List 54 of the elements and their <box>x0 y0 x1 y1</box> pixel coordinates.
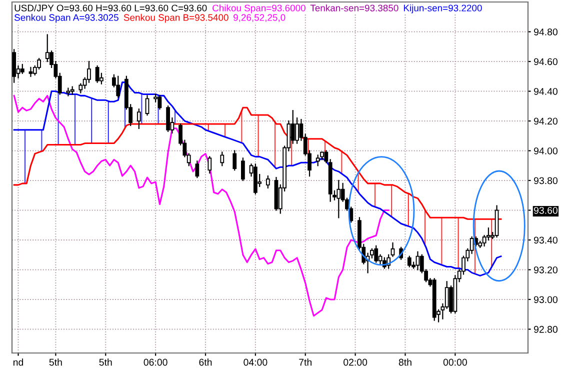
candlestick <box>295 117 299 144</box>
candlestick <box>166 106 170 132</box>
text: Senkou Span B=93.5400 <box>124 14 228 23</box>
y-tick-label: 92.80 <box>534 326 558 333</box>
candlestick <box>316 154 320 166</box>
candlestick <box>444 281 449 309</box>
y-tick-label: 94.00 <box>534 147 558 154</box>
candlestick <box>241 158 245 182</box>
chart-title: USD/JPY O=93.60 H=93.60 L=93.60 C=93.60 <box>14 4 207 12</box>
x-tick-label: 04:00 <box>244 358 268 366</box>
text: Chikou Span=93.6000 <box>212 4 306 14</box>
x-tick-label: nd <box>13 358 24 366</box>
candlestick <box>220 152 224 166</box>
text: Senkou Span A=93.3025 <box>14 14 118 23</box>
y-tick-label: 94.80 <box>534 28 558 36</box>
x-tick-label: 06:00 <box>144 358 168 366</box>
y-tick-label: 93.60 <box>534 206 558 214</box>
y-tick-label: 94.20 <box>534 118 558 125</box>
candlestick <box>336 180 341 218</box>
candlestick <box>116 76 120 98</box>
candlestick <box>208 156 212 174</box>
x-tick-label: 5th <box>99 358 112 366</box>
x-tick-label: 00:00 <box>443 358 467 366</box>
candlestick <box>232 150 237 171</box>
annotation: Tenkan-sen=93.3850 <box>310 4 398 12</box>
candlestick <box>136 108 141 129</box>
candlestick <box>158 95 162 110</box>
candlestick <box>95 65 100 83</box>
candlestick <box>45 34 50 62</box>
annotation: 9,26,52,25,0 <box>234 14 286 22</box>
y-tick-label: 94.40 <box>534 88 558 95</box>
candlestick <box>195 160 200 178</box>
annotation: Kijun-sen=93.2200 <box>404 4 482 14</box>
candlestick <box>407 256 412 268</box>
candlestick <box>28 66 33 77</box>
candlestick <box>290 110 295 144</box>
candlestick <box>374 245 378 263</box>
candlestick <box>482 234 486 246</box>
x-tick-label: 02:00 <box>344 358 368 366</box>
candlestick <box>145 95 150 116</box>
candlestick <box>324 150 328 164</box>
x-tick-label: 5th <box>49 358 62 366</box>
candlestick <box>390 242 395 257</box>
y-tick-label: 93.00 <box>534 296 558 304</box>
x-tick-label: 7th <box>299 358 312 366</box>
line-series <box>13 94 390 317</box>
x-tick-label: 8th <box>398 358 412 366</box>
x-tick-label: 6th <box>199 358 212 366</box>
candlestick <box>12 49 16 83</box>
y-tick-label: 94.60 <box>534 58 558 66</box>
y-tick-label: 93.80 <box>534 177 558 184</box>
y-tick-label: 93.40 <box>534 236 558 244</box>
candlestick <box>266 175 270 188</box>
y-tick-label: 93.20 <box>534 266 558 274</box>
